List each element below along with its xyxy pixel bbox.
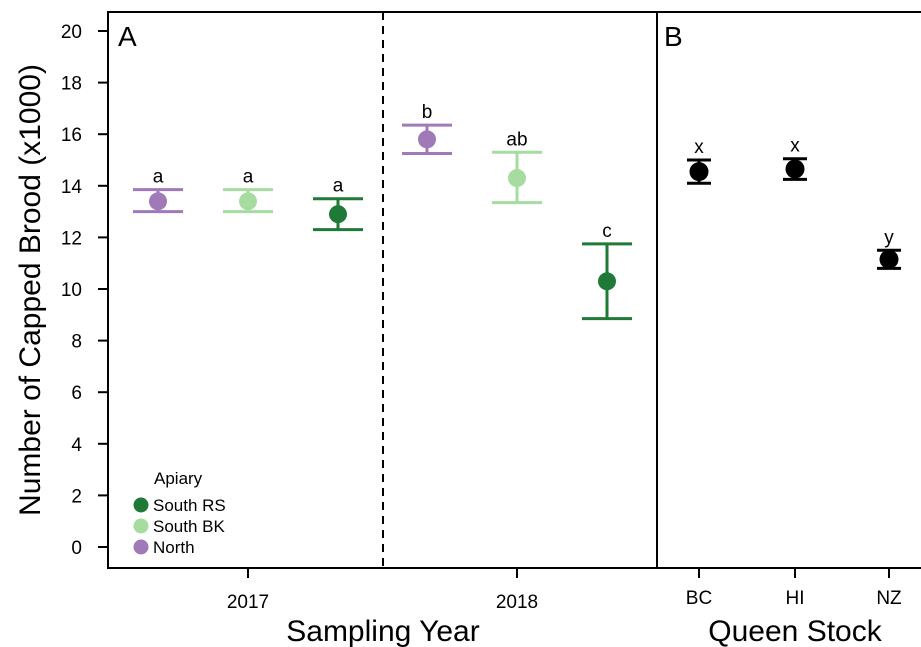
legend-marker-south-rs — [133, 497, 149, 513]
y-tick-label: 8 — [71, 332, 82, 353]
x-tick-label-a: 2017 — [227, 592, 269, 613]
point-group-stock-hi: x — [783, 136, 807, 181]
x-axis-title-b: Queen Stock — [708, 615, 882, 647]
y-tick-label: 4 — [71, 435, 82, 456]
significance-label: x — [694, 137, 704, 158]
y-tick-label: 16 — [61, 125, 82, 146]
significance-label: b — [422, 102, 433, 123]
data-point — [239, 192, 257, 211]
panel-label-a: A — [118, 21, 137, 52]
y-tick-label: 20 — [61, 22, 82, 43]
data-point — [785, 159, 805, 179]
significance-label: x — [790, 136, 800, 157]
legend-label-north: North — [153, 538, 195, 557]
point-group-south-rs-2017: a — [313, 176, 363, 232]
y-tick-label: 18 — [61, 74, 82, 95]
legend-title: Apiary — [154, 469, 203, 488]
significance-label: a — [243, 167, 254, 188]
legend-marker-south-bk — [133, 518, 149, 534]
y-axis-title: Number of Capped Brood (x1000) — [14, 64, 47, 516]
significance-label: c — [602, 221, 612, 242]
data-point — [879, 249, 899, 269]
point-group-stock-bc: x — [687, 137, 711, 185]
point-group-north-2017: a — [133, 167, 183, 214]
point-group-south-bk-2018: ab — [492, 129, 542, 205]
legend-label-south-bk: South BK — [153, 517, 225, 536]
point-group-stock-nz: y — [877, 227, 901, 270]
legend-marker-north — [133, 539, 149, 555]
y-tick-label: 0 — [71, 538, 82, 559]
data-point — [598, 272, 616, 291]
significance-label: a — [333, 176, 344, 197]
y-axis: 0 2 4 6 8 10 12 14 16 18 20 — [61, 22, 109, 559]
y-tick-label: 6 — [71, 383, 82, 404]
x-axis-b: BC HI NZ — [686, 568, 902, 609]
point-group-north-2018: b — [402, 102, 452, 156]
y-tick-label: 12 — [61, 228, 82, 249]
significance-label: y — [884, 227, 894, 248]
legend-label-south-rs: South RS — [153, 496, 226, 515]
data-point — [689, 162, 709, 182]
x-axis-a: 2017 2018 — [227, 568, 538, 613]
significance-label: a — [153, 167, 164, 188]
panel-label-b: B — [664, 21, 683, 52]
data-point — [149, 192, 167, 211]
y-tick-label: 14 — [61, 177, 83, 198]
x-tick-label-b: BC — [686, 588, 712, 609]
x-tick-label-a: 2018 — [496, 592, 538, 613]
x-axis-title-a: Sampling Year — [286, 615, 479, 647]
y-tick-label: 10 — [61, 280, 82, 301]
point-group-south-rs-2018: c — [582, 221, 632, 321]
data-point — [508, 169, 526, 188]
y-tick-label: 2 — [71, 486, 82, 507]
significance-label: ab — [506, 129, 527, 150]
data-point — [329, 205, 347, 224]
x-tick-label-b: HI — [786, 588, 805, 609]
data-point — [418, 130, 436, 149]
point-group-south-bk-2017: a — [223, 167, 273, 214]
x-tick-label-b: NZ — [876, 588, 902, 609]
legend: Apiary South RS South BK North — [133, 469, 226, 557]
